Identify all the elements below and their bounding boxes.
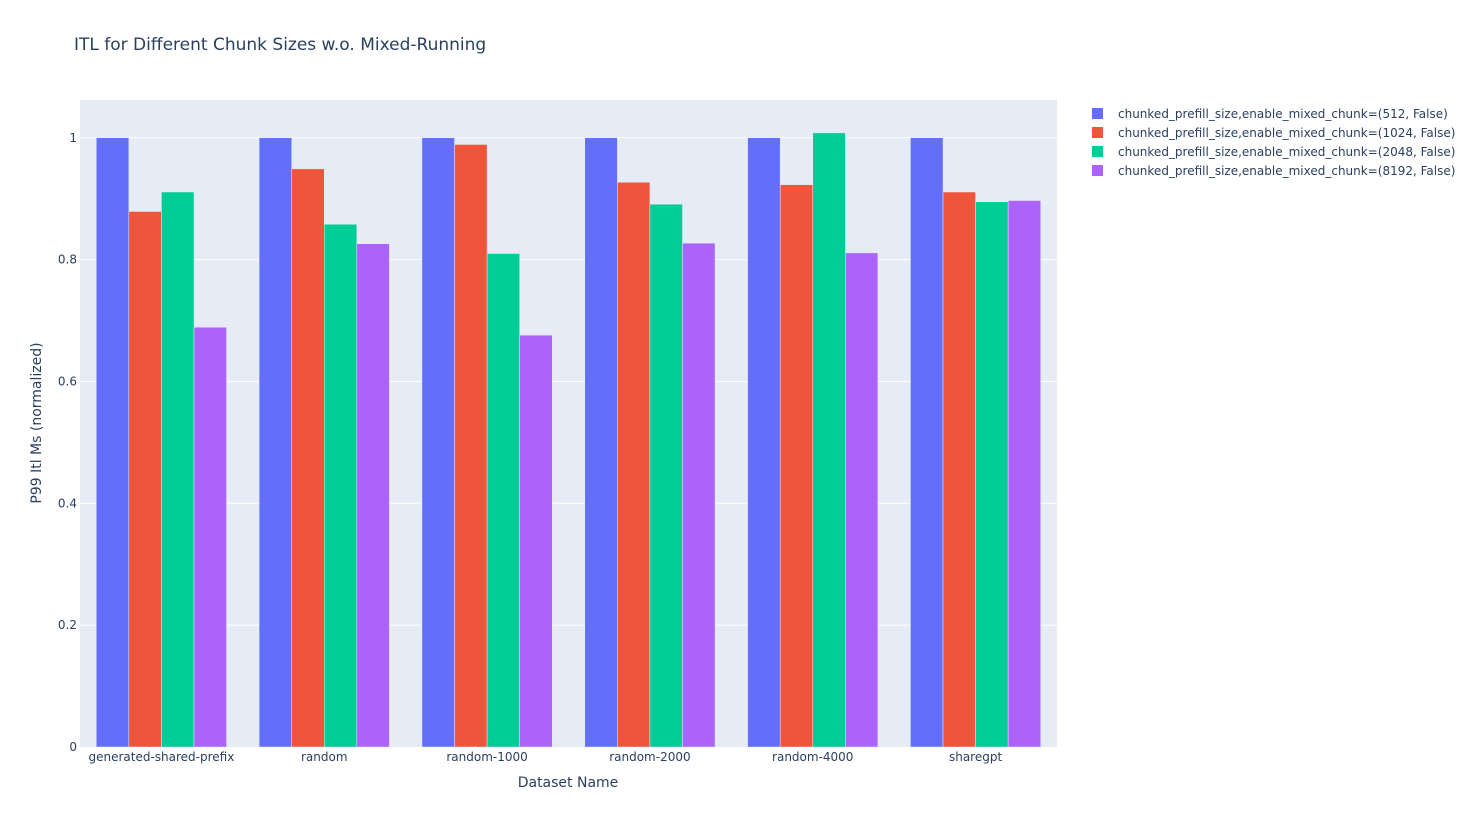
bar[interactable] <box>1007 200 1041 748</box>
y-tick-label: 0 <box>69 740 77 754</box>
bar[interactable] <box>454 144 488 748</box>
bar[interactable] <box>193 326 227 748</box>
bar[interactable] <box>649 203 683 748</box>
plot-background <box>80 100 1057 747</box>
bar[interactable] <box>942 191 976 748</box>
bar[interactable] <box>291 168 325 748</box>
bar[interactable] <box>617 182 651 748</box>
x-tick-label: random-2000 <box>609 750 690 764</box>
x-axis-title: Dataset Name <box>518 775 619 791</box>
bar[interactable] <box>356 243 390 748</box>
x-tick-label: random-1000 <box>446 750 527 764</box>
y-tick-label: 0.6 <box>58 374 77 388</box>
bars <box>96 132 1041 748</box>
x-axis: generated-shared-prefix random random-1000… <box>88 750 1002 764</box>
y-tick-label: 0.8 <box>58 253 77 267</box>
legend-label[interactable]: chunked_prefill_size,enable_mixed_chunk=… <box>1118 107 1448 121</box>
y-axis-title: P99 Itl Ms (normalized) <box>29 342 45 503</box>
bar[interactable] <box>584 137 618 748</box>
bar[interactable] <box>812 132 846 748</box>
bar[interactable] <box>845 252 879 748</box>
bar[interactable] <box>96 137 130 748</box>
y-tick-label: 1 <box>69 131 77 145</box>
bar[interactable] <box>910 137 944 748</box>
legend-swatch[interactable] <box>1092 146 1103 157</box>
bar[interactable] <box>779 184 813 748</box>
bar[interactable] <box>128 211 162 748</box>
y-axis: 0 0.2 0.4 0.6 0.8 1 <box>58 131 77 754</box>
x-tick-label: generated-shared-prefix <box>88 750 234 764</box>
chart-title: ITL for Different Chunk Sizes w.o. Mixed… <box>74 35 486 55</box>
bar[interactable] <box>161 191 195 748</box>
x-tick-label: sharegpt <box>949 750 1002 764</box>
legend-label[interactable]: chunked_prefill_size,enable_mixed_chunk=… <box>1118 164 1455 178</box>
x-tick-label: random-4000 <box>772 750 853 764</box>
bar[interactable] <box>519 334 553 748</box>
y-tick-label: 0.2 <box>58 618 77 632</box>
grid-lines <box>80 137 1057 626</box>
legend-swatch[interactable] <box>1092 108 1103 119</box>
x-tick-label: random <box>301 750 348 764</box>
bar[interactable] <box>975 201 1009 748</box>
legend-label[interactable]: chunked_prefill_size,enable_mixed_chunk=… <box>1118 126 1455 140</box>
bar[interactable] <box>421 137 455 748</box>
legend-swatch[interactable] <box>1092 165 1103 176</box>
bar[interactable] <box>682 242 716 748</box>
legend-label[interactable]: chunked_prefill_size,enable_mixed_chunk=… <box>1118 145 1455 159</box>
legend: chunked_prefill_size,enable_mixed_chunk=… <box>1092 107 1455 178</box>
bar[interactable] <box>258 137 292 748</box>
bar[interactable] <box>486 253 520 748</box>
bar[interactable] <box>747 137 781 748</box>
legend-swatch[interactable] <box>1092 127 1103 138</box>
bar[interactable] <box>324 224 358 748</box>
y-tick-label: 0.4 <box>58 496 77 510</box>
